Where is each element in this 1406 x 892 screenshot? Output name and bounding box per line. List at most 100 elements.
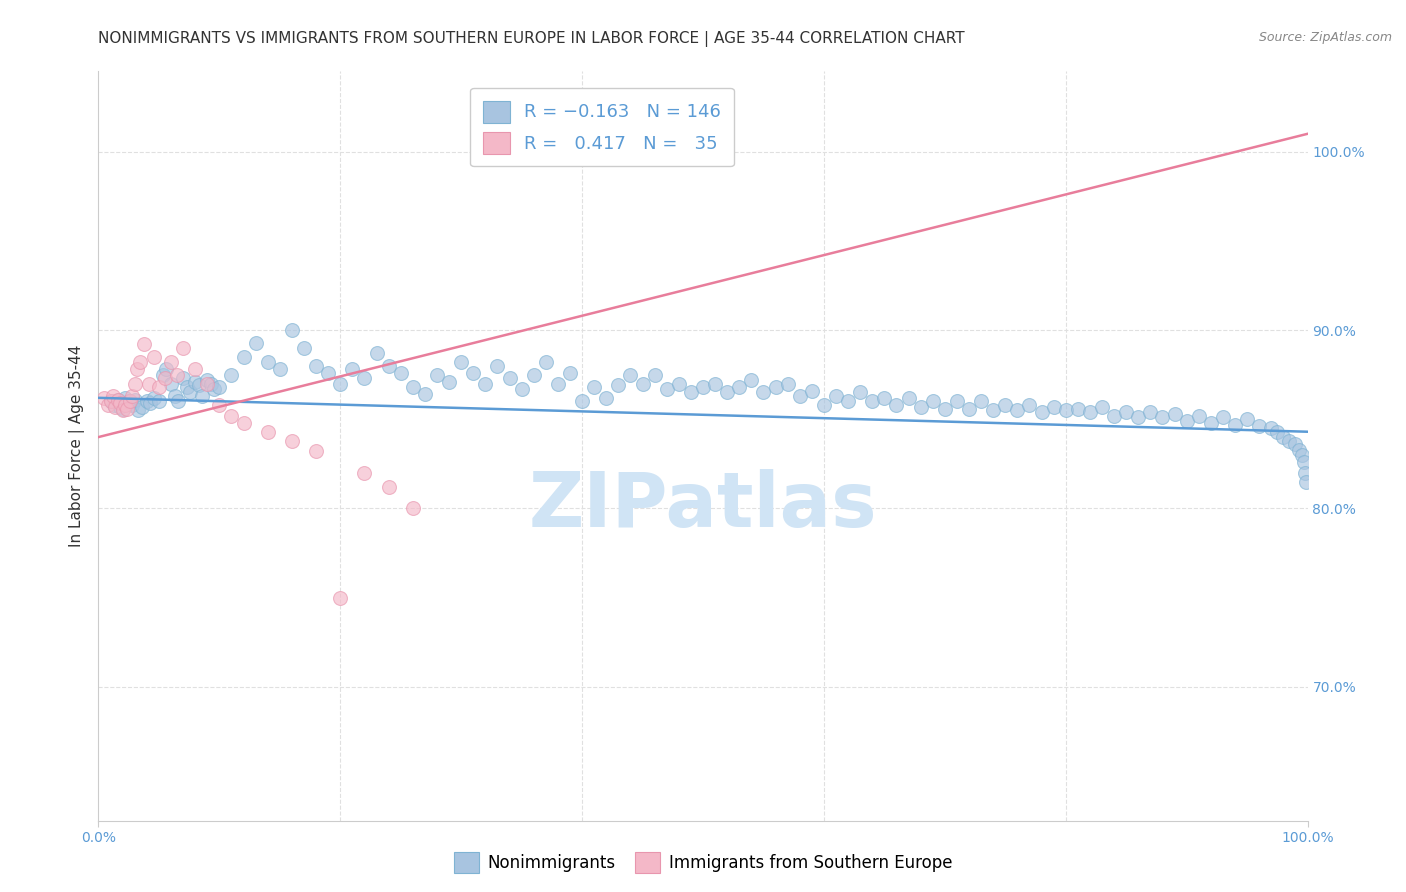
Point	[910, 400, 932, 414]
Point	[752, 385, 775, 400]
Point	[1212, 410, 1234, 425]
Point	[93, 391, 115, 405]
Point	[139, 396, 162, 410]
Point	[107, 392, 129, 407]
Point	[655, 382, 678, 396]
Point	[1291, 448, 1313, 462]
Point	[127, 362, 149, 376]
Point	[329, 376, 352, 391]
Point	[208, 398, 231, 412]
Point	[108, 396, 131, 410]
Point	[134, 337, 156, 351]
Point	[426, 368, 449, 382]
Point	[534, 355, 557, 369]
Point	[245, 335, 267, 350]
Point	[118, 394, 141, 409]
Point	[191, 389, 214, 403]
Point	[166, 368, 188, 382]
Point	[135, 394, 157, 409]
Point	[413, 387, 436, 401]
Point	[152, 368, 174, 382]
Point	[184, 375, 207, 389]
Point	[1042, 400, 1064, 414]
Point	[256, 425, 278, 439]
Point	[704, 376, 727, 391]
Point	[155, 362, 177, 376]
Point	[118, 394, 141, 409]
Point	[994, 398, 1017, 412]
Point	[970, 394, 993, 409]
Point	[558, 366, 581, 380]
Point	[114, 391, 136, 405]
Point	[195, 373, 218, 387]
Point	[897, 391, 920, 405]
Point	[172, 341, 194, 355]
Point	[1054, 403, 1077, 417]
Point	[813, 398, 835, 412]
Point	[163, 389, 186, 403]
Point	[281, 323, 304, 337]
Point	[176, 380, 198, 394]
Point	[100, 394, 122, 409]
Point	[716, 385, 738, 400]
Point	[873, 391, 896, 405]
Point	[849, 385, 872, 400]
Point	[124, 392, 146, 407]
Point	[292, 341, 315, 355]
Point	[232, 350, 254, 364]
Point	[571, 394, 593, 409]
Point	[269, 362, 291, 376]
Point	[1031, 405, 1053, 419]
Point	[316, 366, 339, 380]
Point	[547, 376, 569, 391]
Point	[148, 380, 170, 394]
Point	[208, 380, 231, 394]
Point	[1249, 419, 1271, 434]
Legend: Nonimmigrants, Immigrants from Southern Europe: Nonimmigrants, Immigrants from Southern …	[447, 846, 959, 880]
Point	[1128, 410, 1150, 425]
Point	[957, 401, 980, 416]
Point	[1115, 405, 1137, 419]
Point	[402, 501, 425, 516]
Point	[450, 355, 472, 369]
Point	[837, 394, 859, 409]
Point	[377, 480, 399, 494]
Point	[160, 376, 183, 391]
Text: NONIMMIGRANTS VS IMMIGRANTS FROM SOUTHERN EUROPE IN LABOR FORCE | AGE 35-44 CORR: NONIMMIGRANTS VS IMMIGRANTS FROM SOUTHER…	[98, 31, 965, 47]
Point	[342, 362, 364, 376]
Point	[631, 376, 654, 391]
Point	[1078, 405, 1101, 419]
Point	[1188, 409, 1211, 423]
Point	[153, 371, 176, 385]
Point	[765, 380, 787, 394]
Point	[1018, 398, 1040, 412]
Point	[184, 362, 207, 376]
Point	[1236, 412, 1258, 426]
Point	[117, 401, 139, 416]
Point	[121, 389, 143, 403]
Point	[305, 444, 328, 458]
Point	[281, 434, 304, 448]
Point	[353, 466, 375, 480]
Point	[1007, 403, 1029, 417]
Point	[523, 368, 546, 382]
Y-axis label: In Labor Force | Age 35-44: In Labor Force | Age 35-44	[69, 345, 84, 547]
Point	[103, 398, 125, 412]
Point	[124, 376, 146, 391]
Point	[1102, 409, 1125, 423]
Point	[143, 350, 166, 364]
Point	[921, 394, 943, 409]
Point	[232, 416, 254, 430]
Point	[728, 380, 751, 394]
Point	[583, 380, 606, 394]
Point	[1199, 416, 1222, 430]
Point	[128, 355, 150, 369]
Legend: R = −0.163   N = 146, R =   0.417   N =   35: R = −0.163 N = 146, R = 0.417 N = 35	[470, 88, 734, 166]
Point	[138, 376, 160, 391]
Point	[1223, 417, 1246, 432]
Point	[740, 373, 762, 387]
Point	[1152, 410, 1174, 425]
Point	[195, 376, 218, 391]
Point	[1267, 425, 1289, 439]
Point	[187, 378, 209, 392]
